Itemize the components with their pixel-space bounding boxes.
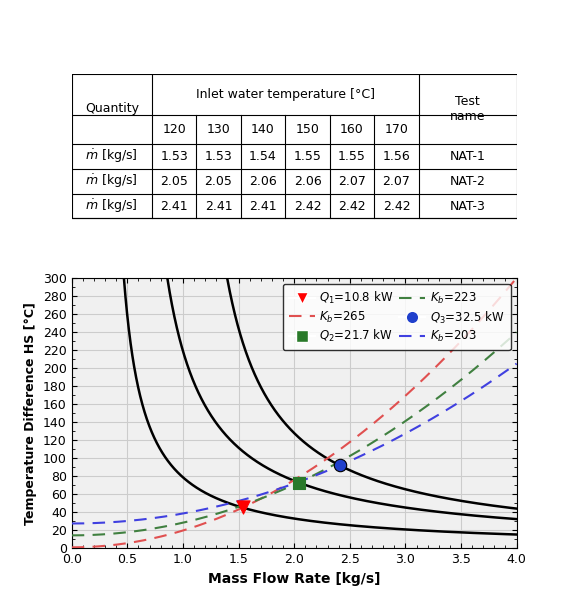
Text: 2.42: 2.42	[294, 200, 321, 213]
Text: 2.05: 2.05	[160, 175, 188, 188]
Text: 2.05: 2.05	[204, 175, 232, 188]
Text: 1.55: 1.55	[338, 150, 366, 163]
Text: 1.55: 1.55	[293, 150, 321, 163]
Y-axis label: Temperature Difference HS [°C]: Temperature Difference HS [°C]	[25, 302, 37, 525]
Text: $\dot{m}$ [kg/s]: $\dot{m}$ [kg/s]	[86, 197, 138, 215]
Text: 170: 170	[385, 123, 409, 136]
Text: NAT-2: NAT-2	[450, 175, 486, 188]
Text: 2.07: 2.07	[382, 175, 410, 188]
X-axis label: Mass Flow Rate [kg/s]: Mass Flow Rate [kg/s]	[208, 572, 381, 586]
Legend: $Q_1$=10.8 kW, $K_b$=265, $Q_2$=21.7 kW, $K_b$=223, $Q_3$=32.5 kW, $K_b$=203: $Q_1$=10.8 kW, $K_b$=265, $Q_2$=21.7 kW,…	[283, 284, 511, 351]
Text: 140: 140	[251, 123, 275, 136]
Text: 120: 120	[162, 123, 186, 136]
Text: 1.56: 1.56	[383, 150, 410, 163]
Point	[238, 503, 247, 513]
Text: Test
name: Test name	[450, 95, 486, 123]
Text: 2.06: 2.06	[294, 175, 321, 188]
Text: 130: 130	[207, 123, 230, 136]
Text: $\dot{m}$ [kg/s]: $\dot{m}$ [kg/s]	[86, 172, 138, 190]
Text: 2.42: 2.42	[383, 200, 410, 213]
Text: 2.41: 2.41	[249, 200, 277, 213]
Text: Quantity: Quantity	[85, 102, 139, 115]
Text: NAT-3: NAT-3	[450, 200, 486, 213]
Text: 150: 150	[296, 123, 320, 136]
Text: 1.53: 1.53	[160, 150, 188, 163]
Text: 2.41: 2.41	[160, 200, 188, 213]
Text: 2.06: 2.06	[249, 175, 277, 188]
Point	[294, 477, 303, 487]
Text: $\dot{m}$ [kg/s]: $\dot{m}$ [kg/s]	[86, 148, 138, 165]
Text: 1.53: 1.53	[205, 150, 232, 163]
Text: Inlet water temperature [°C]: Inlet water temperature [°C]	[196, 88, 375, 101]
Text: 160: 160	[340, 123, 364, 136]
Text: 2.41: 2.41	[205, 200, 232, 213]
Text: 2.42: 2.42	[338, 200, 366, 213]
Text: 2.07: 2.07	[338, 175, 366, 188]
Text: 1.54: 1.54	[249, 150, 277, 163]
Text: NAT-1: NAT-1	[450, 150, 486, 163]
Point	[335, 461, 344, 471]
